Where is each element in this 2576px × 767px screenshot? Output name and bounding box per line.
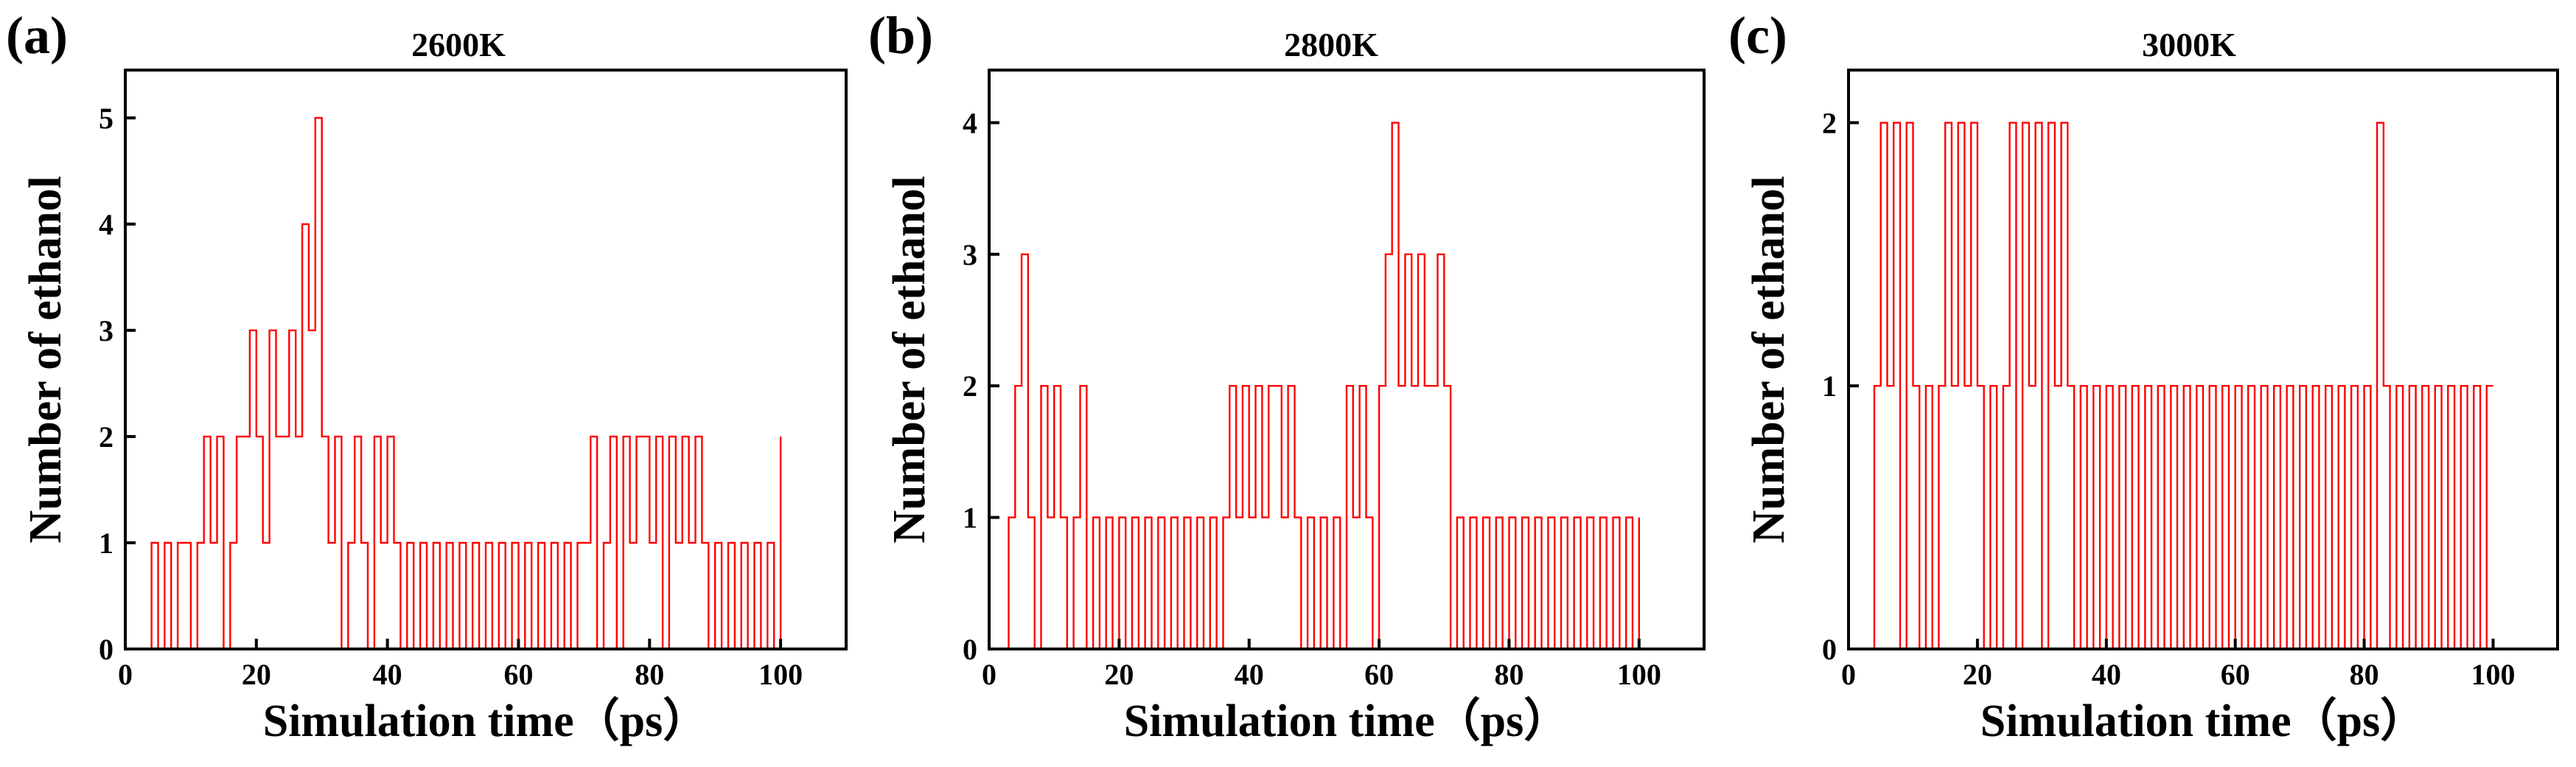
y-tick-label-a: 5 — [99, 102, 114, 135]
y-tick-label-a: 2 — [99, 420, 114, 454]
plot-frame-b — [988, 69, 1706, 650]
x-tick-label-b: 0 — [982, 658, 996, 691]
x-tick-label-b: 100 — [1617, 658, 1661, 691]
x-tick-label-c: 40 — [2092, 658, 2121, 691]
y-axis-title-a: Number of ethanol — [21, 176, 71, 543]
x-tick-label-b: 20 — [1104, 658, 1134, 691]
x-tick-label-b: 60 — [1364, 658, 1394, 691]
x-axis-title-b: Simulation time（ps） — [1124, 695, 1570, 746]
panel-b: (b) 2800K — [868, 6, 1378, 65]
x-tick-label-a: 60 — [503, 658, 533, 691]
y-tick-label-b: 0 — [963, 633, 977, 666]
series-line-a — [144, 117, 782, 650]
plot-frame-a — [124, 69, 848, 650]
y-axis-title-b: Number of ethanol — [884, 176, 935, 543]
panel-c: (c) 3000K — [1728, 6, 2236, 65]
x-tick-label-c: 100 — [2471, 658, 2516, 691]
y-tick-label-c: 1 — [1822, 369, 1837, 403]
panel-c-title: 3000K — [2142, 26, 2236, 63]
x-tick-label-c: 80 — [2350, 658, 2379, 691]
x-tick-label-b: 80 — [1494, 658, 1523, 691]
plot-b: 0 20 40 60 80 100 0 1 2 3 4 Simulation time（ps） Numb… — [884, 69, 1706, 746]
x-tick-label-b: 40 — [1235, 658, 1264, 691]
y-tick-label-a: 1 — [99, 527, 114, 560]
y-tick-label-c: 0 — [1822, 633, 1837, 666]
y-tick-label-b: 3 — [963, 238, 977, 271]
y-tick-label-b: 4 — [963, 106, 977, 139]
x-axis-title-c: Simulation time（ps） — [1980, 695, 2426, 746]
panel-b-title: 2800K — [1284, 26, 1378, 63]
plot-frame-c — [1847, 69, 2559, 650]
x-tick-label-a: 100 — [758, 658, 803, 691]
plot-a: 0 20 40 60 80 100 0 1 2 3 4 5 Simulation time（ps） Num… — [21, 69, 848, 746]
series-line-b — [1002, 122, 1640, 650]
y-axis-title-c: Number of ethanol — [1744, 176, 1794, 543]
x-tick-label-c: 20 — [1963, 658, 1992, 691]
x-tick-label-a: 0 — [118, 658, 133, 691]
x-tick-label-a: 80 — [635, 658, 664, 691]
x-tick-label-c: 0 — [1841, 658, 1856, 691]
y-tick-label-a: 0 — [99, 633, 114, 666]
panel-a-title: 2600K — [411, 26, 506, 63]
y-tick-label-b: 2 — [963, 369, 977, 403]
x-axis-title-a: Simulation time（ps） — [263, 695, 709, 746]
x-tick-label-c: 60 — [2221, 658, 2250, 691]
panel-a: (a) 2600K — [6, 6, 506, 65]
plot-c: 0 20 40 60 80 100 0 1 2 Simulation time（ps） Number… — [1744, 69, 2559, 746]
panel-a-letter: (a) — [6, 6, 68, 65]
x-tick-label-a: 40 — [373, 658, 402, 691]
y-tick-label-a: 3 — [99, 314, 114, 347]
y-tick-label-a: 4 — [99, 208, 114, 241]
panel-b-letter: (b) — [868, 6, 933, 65]
series-line-c — [1868, 122, 2493, 650]
x-tick-label-a: 20 — [242, 658, 271, 691]
y-tick-label-b: 1 — [963, 502, 977, 535]
panel-c-letter: (c) — [1728, 6, 1787, 65]
y-tick-label-c: 2 — [1822, 106, 1837, 139]
